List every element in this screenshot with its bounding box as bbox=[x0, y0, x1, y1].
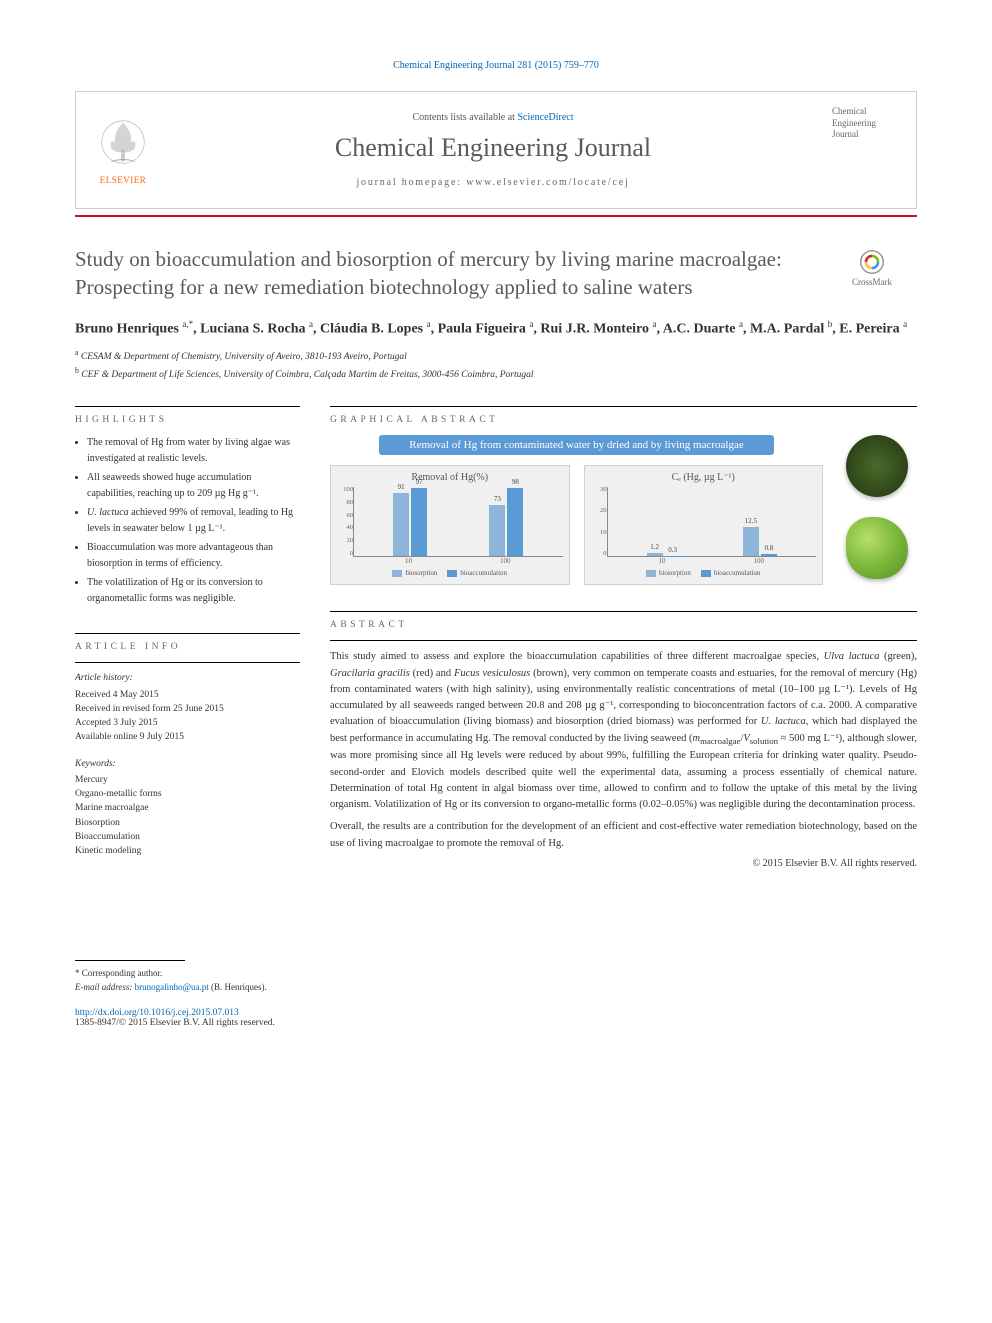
highlight-item: The volatilization of Hg or its conversi… bbox=[87, 575, 300, 607]
affiliations: a CESAM & Department of Chemistry, Unive… bbox=[75, 347, 917, 382]
article-info-head: ARTICLE INFO bbox=[75, 642, 300, 652]
journal-header: ELSEVIER Contents lists available at Sci… bbox=[75, 91, 917, 209]
highlight-item: The removal of Hg from water by living a… bbox=[87, 435, 300, 467]
ga-banner: Removal of Hg from contaminated water by… bbox=[379, 435, 773, 455]
ga-sample-photos bbox=[837, 435, 917, 579]
elsevier-tree-icon bbox=[94, 115, 152, 173]
elsevier-brand: ELSEVIER bbox=[100, 175, 147, 185]
sciencedirect-link[interactable]: ScienceDirect bbox=[517, 112, 573, 123]
journal-name: Chemical Engineering Journal bbox=[158, 133, 828, 163]
journal-homepage[interactable]: journal homepage: www.elsevier.com/locat… bbox=[158, 177, 828, 188]
abstract-head: ABSTRACT bbox=[330, 620, 917, 630]
graphical-abstract: Removal of Hg from contaminated water by… bbox=[330, 435, 917, 585]
elsevier-logo: ELSEVIER bbox=[88, 110, 158, 190]
journal-cover-thumb: Chemical Engineering Journal bbox=[828, 100, 904, 200]
corresponding-author: * Corresponding author. E-mail address: … bbox=[75, 967, 917, 994]
footer-rule bbox=[75, 960, 185, 961]
header-rule bbox=[75, 215, 917, 217]
doi-link[interactable]: http://dx.doi.org/10.1016/j.cej.2015.07.… bbox=[75, 1008, 917, 1018]
highlights-list: The removal of Hg from water by living a… bbox=[75, 435, 300, 607]
chart-removal: Removal of Hg(%)100806040200919773981010… bbox=[330, 465, 570, 585]
corresponding-email-link[interactable]: brunogalinho@ua.pt bbox=[135, 982, 209, 992]
citation: Chemical Engineering Journal 281 (2015) … bbox=[75, 60, 917, 71]
living-algae-photo bbox=[846, 517, 908, 579]
article-info: Article history: Received 4 May 2015Rece… bbox=[75, 671, 300, 858]
highlights-head: HIGHLIGHTS bbox=[75, 415, 300, 425]
issn-copyright: 1385-8947/© 2015 Elsevier B.V. All right… bbox=[75, 1018, 917, 1028]
highlight-item: All seaweeds showed huge accumulation ca… bbox=[87, 470, 300, 502]
highlight-item: Bioaccumulation was more advantageous th… bbox=[87, 540, 300, 572]
crossmark-icon bbox=[859, 249, 885, 275]
dried-algae-photo bbox=[846, 435, 908, 497]
crossmark-badge[interactable]: CrossMark bbox=[827, 249, 917, 287]
graphical-abstract-head: GRAPHICAL ABSTRACT bbox=[330, 415, 917, 425]
authors: Bruno Henriques a,*, Luciana S. Rocha a,… bbox=[75, 318, 917, 340]
chart-concentration: Cₑ (Hg, µg L⁻¹)30201001.20.312.50.810100… bbox=[584, 465, 824, 585]
contents-lists: Contents lists available at ScienceDirec… bbox=[158, 112, 828, 123]
highlight-item: U. lactuca achieved 99% of removal, lead… bbox=[87, 505, 300, 537]
article-title: Study on bioaccumulation and biosorption… bbox=[75, 245, 813, 302]
abstract-body: This study aimed to assess and explore t… bbox=[330, 649, 917, 852]
copyright: © 2015 Elsevier B.V. All rights reserved… bbox=[330, 858, 917, 869]
